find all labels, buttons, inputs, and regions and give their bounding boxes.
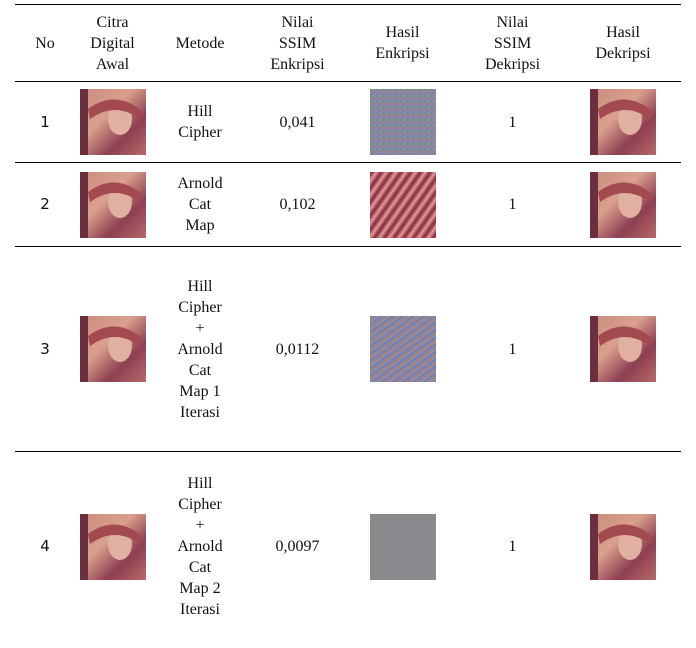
method: Arnold Cat Map (177, 173, 222, 236)
image (370, 172, 436, 238)
image (590, 89, 656, 155)
page: {"table": { "header": ["No", "Citra Digi… (0, 4, 696, 648)
image (80, 514, 146, 580)
method-cell: Hill Cipher + Arnold Cat Map 1 Iterasi (150, 247, 250, 452)
original-image (75, 452, 150, 642)
method-cell: Arnold Cat Map (150, 163, 250, 247)
ssim-encryption: 0,102 (250, 163, 345, 247)
decrypted-image (565, 82, 681, 163)
image (370, 514, 436, 580)
ssim-encryption: 0,041 (250, 82, 345, 163)
row-number: 2 (15, 163, 75, 247)
method-cell: Hill Cipher (150, 82, 250, 163)
method-cell: Hill Cipher + Arnold Cat Map 2 Iterasi (150, 452, 250, 642)
encrypted-image (345, 163, 460, 247)
original-image (75, 247, 150, 452)
encrypted-image (345, 82, 460, 163)
result-table: No Citra Digital Awal Metode Nilai SSIM Enk… (15, 4, 681, 642)
header-text: Hasil Dekripsi (595, 22, 650, 64)
header-text: No (35, 33, 55, 54)
original-image (75, 82, 150, 163)
table-row: 2 Arnold Cat Map 0,102 1 (15, 163, 681, 247)
decrypted-image (565, 247, 681, 452)
decrypted-image (565, 452, 681, 642)
header-text: Nilai SSIM Enkripsi (270, 12, 324, 75)
column-header: Hasil Enkripsi (345, 5, 460, 82)
header-text: Hasil Enkripsi (375, 22, 429, 64)
column-header: Nilai SSIM Dekripsi (460, 5, 565, 82)
header-text: Nilai SSIM Dekripsi (485, 12, 540, 75)
image (80, 89, 146, 155)
column-header: Metode (150, 5, 250, 82)
method: Hill Cipher + Arnold Cat Map 2 Iterasi (177, 473, 222, 620)
row-number: 4 (15, 452, 75, 642)
row-number: 3 (15, 247, 75, 452)
image (80, 172, 146, 238)
encrypted-image (345, 452, 460, 642)
row-number: 1 (15, 82, 75, 163)
header-text: Citra Digital Awal (90, 12, 134, 75)
image (370, 89, 436, 155)
method: Hill Cipher + Arnold Cat Map 1 Iterasi (177, 276, 222, 423)
image (590, 514, 656, 580)
original-image (75, 163, 150, 247)
image (590, 316, 656, 382)
ssim-decryption: 1 (460, 247, 565, 452)
column-header: No (15, 5, 75, 82)
column-header: Citra Digital Awal (75, 5, 150, 82)
method: Hill Cipher (178, 101, 222, 143)
ssim-decryption: 1 (460, 452, 565, 642)
column-header: Nilai SSIM Enkripsi (250, 5, 345, 82)
decrypted-image (565, 163, 681, 247)
table-row: 1 Hill Cipher 0,041 1 (15, 82, 681, 163)
table-row: 3 Hill Cipher + Arnold Cat Map 1 Iterasi 0… (15, 247, 681, 452)
encrypted-image (345, 247, 460, 452)
image (80, 316, 146, 382)
image (370, 316, 436, 382)
image (590, 172, 656, 238)
ssim-decryption: 1 (460, 82, 565, 163)
ssim-decryption: 1 (460, 163, 565, 247)
ssim-encryption: 0,0112 (250, 247, 345, 452)
ssim-encryption: 0,0097 (250, 452, 345, 642)
header-row: No Citra Digital Awal Metode Nilai SSIM Enk… (15, 5, 681, 82)
header-text: Metode (176, 33, 225, 54)
column-header: Hasil Dekripsi (565, 5, 681, 82)
table-row: 4 Hill Cipher + Arnold Cat Map 2 Iterasi 0… (15, 452, 681, 642)
